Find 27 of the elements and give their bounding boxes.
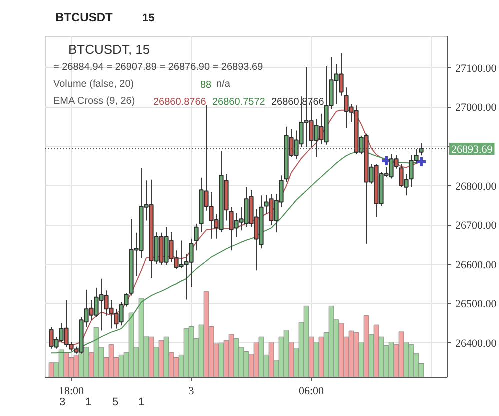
text: 3: [59, 396, 66, 408]
text: 15: [142, 12, 155, 24]
y-tick-label: 26700.00: [456, 220, 498, 232]
text: BTCUSDT: [56, 10, 114, 24]
x-tick-label: 06:00: [298, 386, 325, 398]
x-tick-label: 18:00: [58, 386, 85, 398]
annotation: n/a: [216, 79, 231, 90]
candlestick: [194, 223, 199, 252]
y-tick-label: 26800.00: [456, 180, 498, 193]
x-tick-label: 3: [188, 386, 195, 398]
text: 1: [138, 396, 145, 408]
y-tick-label: 26500.00: [456, 298, 498, 311]
y-tick-label: 27000.00: [456, 102, 498, 114]
y-tick-label: 27100.00: [456, 62, 498, 75]
text: 1: [85, 396, 92, 408]
text: 5: [112, 396, 119, 408]
annotation: 26860.8766: [154, 97, 207, 108]
ref-line-label: 26893.69: [452, 144, 494, 156]
annotation: 88: [200, 80, 212, 91]
annotation: EMA Cross (9, 26): [54, 96, 136, 107]
annotation: = 26884.94 = 26907.89 = 26876.90 = 26893.69: [54, 62, 264, 73]
y-tick-label: 26400.00: [456, 338, 498, 350]
annotation: 26860.7572: [212, 97, 266, 108]
text: BTCUSDT, 15: [68, 42, 150, 57]
candlestick: [419, 142, 424, 156]
y-tick-label: 26600.00: [456, 259, 498, 272]
annotation: Volume (false, 20): [54, 79, 134, 90]
